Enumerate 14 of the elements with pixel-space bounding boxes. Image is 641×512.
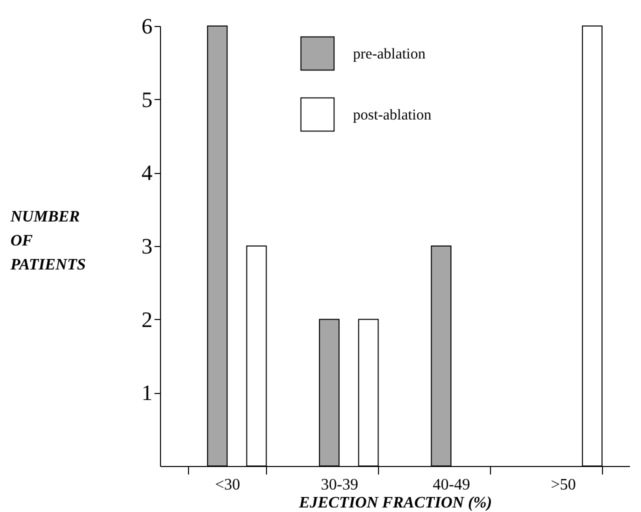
x-axis-title: EJECTION FRACTION (%) [298, 494, 492, 512]
y-tick-label: 5 [142, 86, 152, 112]
legend-label: post-ablation [353, 108, 432, 124]
y-tick-label: 3 [142, 234, 152, 258]
y-tick-label: 6 [142, 14, 152, 38]
x-tick-label: 40-49 [432, 476, 470, 494]
x-tick-label: <30 [215, 476, 240, 494]
x-tick-label: 30-39 [320, 476, 358, 494]
x-tick-label: >50 [550, 476, 576, 494]
legend-label: pre-ablation [353, 46, 426, 62]
y-tick-label: 1 [142, 380, 152, 406]
y-tick-label: 2 [142, 306, 152, 332]
y-axis-title: NUMBER OF PATIENTS [10, 208, 86, 274]
y-tick-label: 4 [142, 160, 152, 186]
